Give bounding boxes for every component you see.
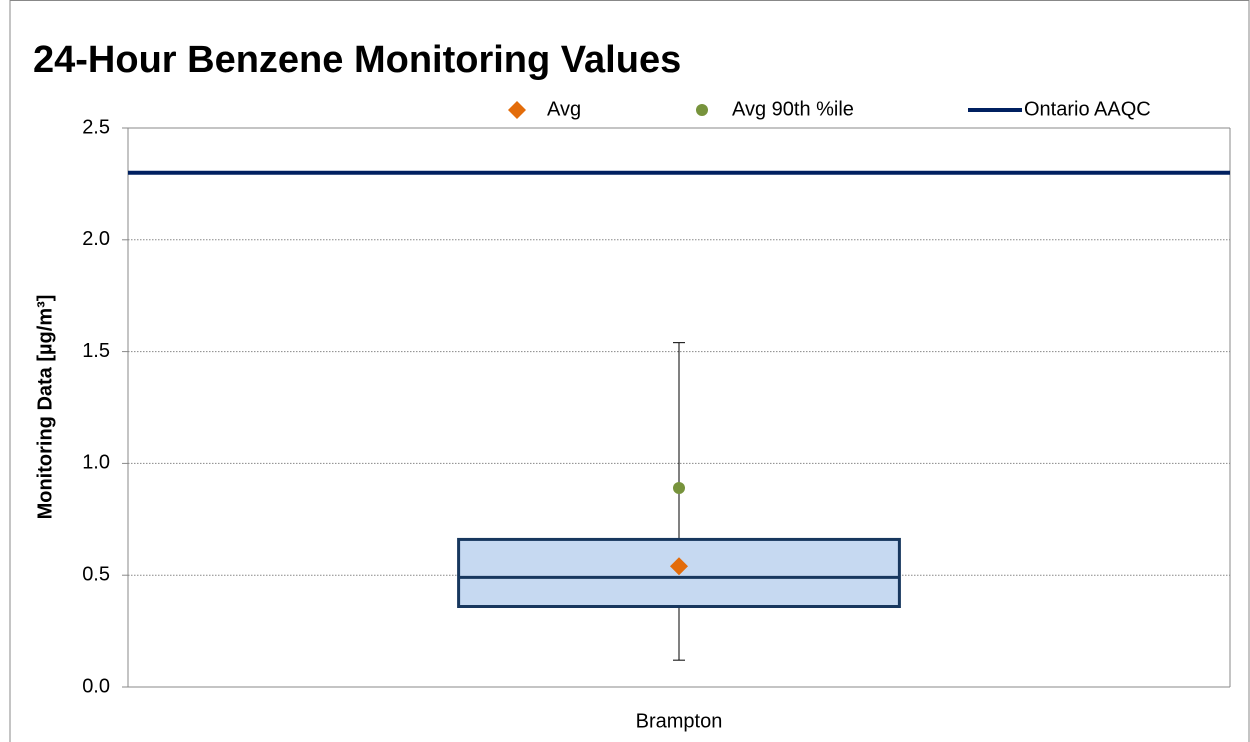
y-tick-label: 2.0 bbox=[82, 228, 110, 250]
legend-label: Avg bbox=[547, 98, 581, 120]
x-tick-label: Brampton bbox=[636, 710, 723, 732]
y-tick-label: 0.0 bbox=[82, 675, 110, 697]
point bbox=[673, 481, 685, 494]
y-axis-title: Monitoring Data [µg/m³] bbox=[34, 295, 56, 520]
legend-label: Avg 90th %ile bbox=[732, 98, 854, 120]
chart-title: 24-Hour Benzene Monitoring Values bbox=[33, 39, 681, 81]
point bbox=[670, 557, 688, 576]
y-tick-label: 1.5 bbox=[82, 340, 110, 362]
y-tick-label: 1.0 bbox=[82, 452, 110, 474]
legend-marker bbox=[696, 104, 708, 116]
legend-label: Ontario AAQC bbox=[1024, 98, 1151, 120]
legend-marker bbox=[508, 101, 526, 119]
y-tick-label: 2.5 bbox=[82, 116, 110, 138]
y-tick-label: 0.5 bbox=[82, 563, 110, 585]
chart-frame bbox=[9, 0, 1250, 742]
